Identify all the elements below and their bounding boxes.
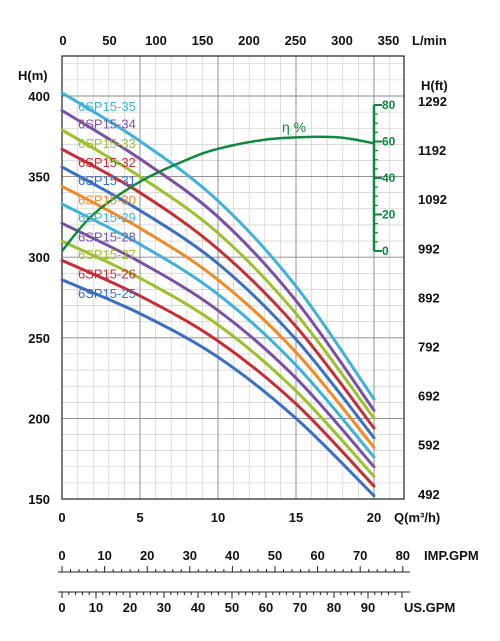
imp-gpm-tick-label: 0 bbox=[58, 548, 65, 563]
efficiency-tick-label: 20 bbox=[382, 208, 396, 222]
efficiency-tick-label: 40 bbox=[382, 171, 396, 185]
efficiency-axis-label: η % bbox=[282, 119, 306, 135]
y-left-tick-label: 400 bbox=[28, 89, 50, 104]
efficiency-curve bbox=[61, 135, 375, 252]
us-gpm-tick-label: 60 bbox=[259, 600, 273, 615]
y-right-tick-label: 892 bbox=[418, 290, 440, 305]
y-right-tick-label: 1092 bbox=[418, 192, 447, 207]
right-axis-unit: H(ft) bbox=[421, 78, 448, 93]
head-curve-6sp15-25 bbox=[60, 278, 376, 498]
y-left-tick-label: 300 bbox=[28, 250, 50, 265]
head-curve-6sp15-32 bbox=[60, 147, 376, 430]
y-right-tick-label: 792 bbox=[418, 340, 440, 355]
imp-gpm-tick-label: 10 bbox=[97, 548, 111, 563]
us-gpm-tick-label: 40 bbox=[191, 600, 205, 615]
x-tick-label: 20 bbox=[367, 510, 381, 525]
top-tick-label: 150 bbox=[192, 33, 214, 48]
top-tick-label: 50 bbox=[102, 33, 116, 48]
y-right-tick-label: 992 bbox=[418, 241, 440, 256]
y-right-tick-label: 1192 bbox=[418, 143, 446, 158]
us-gpm-tick-label: 70 bbox=[293, 600, 307, 615]
top-tick-label: 200 bbox=[238, 33, 260, 48]
us-gpm-tick-label: 90 bbox=[361, 600, 375, 615]
head-curve-6sp15-29 bbox=[60, 202, 376, 459]
y-right-tick-label: 692 bbox=[418, 389, 440, 404]
head-curve-6sp15-30 bbox=[60, 184, 376, 449]
series-label: 6SP15-34 bbox=[78, 117, 136, 132]
head-curve-6sp15-28 bbox=[60, 221, 376, 469]
y-left-tick-label: 250 bbox=[28, 331, 50, 346]
imp-gpm-unit: IMP.GPM bbox=[424, 548, 479, 563]
imp-gpm-tick-label: 70 bbox=[353, 548, 367, 563]
series-label: 6SP15-31 bbox=[78, 173, 136, 188]
y-right-tick-label: 1292 bbox=[418, 94, 447, 109]
series-label: 6SP15-26 bbox=[78, 266, 136, 281]
imp-gpm-tick-label: 40 bbox=[225, 548, 239, 563]
imp-gpm-tick-label: 50 bbox=[268, 548, 282, 563]
head-curve-6sp15-34 bbox=[60, 109, 376, 412]
series-label: 6SP15-33 bbox=[78, 136, 136, 151]
x-tick-label: 10 bbox=[211, 510, 225, 525]
y-left-tick-label: 350 bbox=[28, 170, 50, 185]
imp-gpm-tick-label: 80 bbox=[396, 548, 410, 563]
head-curve-6sp15-31 bbox=[60, 165, 376, 440]
y-right-tick-label: 592 bbox=[418, 438, 440, 453]
series-label: 6SP15-35 bbox=[78, 99, 136, 114]
head-curve-6sp15-35 bbox=[60, 91, 376, 401]
series-label: 6SP15-28 bbox=[78, 229, 136, 244]
x-tick-label: 0 bbox=[58, 510, 65, 525]
efficiency-tick-label: 80 bbox=[382, 98, 396, 112]
axes: 0 5 10 15 200 50 100 150 200 250 300 35015020025030… bbox=[28, 33, 447, 525]
efficiency-tick-label: 0 bbox=[382, 244, 389, 258]
head-curve-6sp15-27 bbox=[60, 239, 376, 478]
us-gpm-tick-label: 10 bbox=[89, 600, 103, 615]
imp-gpm-tick-label: 20 bbox=[140, 548, 154, 563]
gpm-axes: 0 10 20 30 40 50 60 70 80 0 10 20 30 40 50 60 70 80 90 bbox=[58, 548, 410, 615]
y-right-tick-label: 492 bbox=[418, 487, 440, 502]
y-left-tick-label: 200 bbox=[28, 411, 50, 426]
series-label: 6SP15-29 bbox=[78, 210, 136, 225]
left-axis-unit: H(m) bbox=[18, 68, 48, 83]
top-tick-label: 350 bbox=[378, 33, 400, 48]
series-label: 6SP15-27 bbox=[78, 247, 136, 262]
head-curve-6sp15-33 bbox=[60, 128, 376, 420]
us-gpm-tick-label: 0 bbox=[58, 600, 65, 615]
x-tick-label: 5 bbox=[136, 510, 143, 525]
y-left-tick-label: 150 bbox=[28, 492, 50, 507]
us-gpm-tick-label: 50 bbox=[225, 600, 239, 615]
top-tick-label: 100 bbox=[145, 33, 167, 48]
efficiency-group: 0 20 40 60 80 bbox=[61, 98, 396, 258]
us-gpm-tick-label: 20 bbox=[123, 600, 137, 615]
plot-frame bbox=[61, 55, 405, 500]
top-tick-label: 250 bbox=[285, 33, 307, 48]
efficiency-tick-label: 60 bbox=[382, 135, 396, 149]
head-curves bbox=[60, 91, 376, 498]
series-label: 6SP15-30 bbox=[78, 192, 136, 207]
top-axis-unit: L/min bbox=[412, 33, 447, 48]
head-curve-6sp15-26 bbox=[60, 258, 376, 488]
us-gpm-tick-label: 30 bbox=[157, 600, 171, 615]
series-labels: 6SP15-35 6SP15-34 6SP15-33 6SP15-32 6SP15-31… bbox=[78, 99, 136, 301]
series-label: 6SP15-32 bbox=[78, 155, 136, 170]
top-tick-label: 0 bbox=[59, 33, 66, 48]
us-gpm-tick-label: 80 bbox=[327, 600, 341, 615]
imp-gpm-tick-label: 30 bbox=[183, 548, 197, 563]
x-tick-label: 15 bbox=[289, 510, 303, 525]
series-label: 6SP15-25 bbox=[78, 286, 136, 301]
x-axis-unit: Q(m³/h) bbox=[394, 510, 440, 525]
imp-gpm-tick-label: 60 bbox=[310, 548, 324, 563]
us-gpm-unit: US.GPM bbox=[404, 600, 455, 615]
top-tick-label: 300 bbox=[331, 33, 353, 48]
